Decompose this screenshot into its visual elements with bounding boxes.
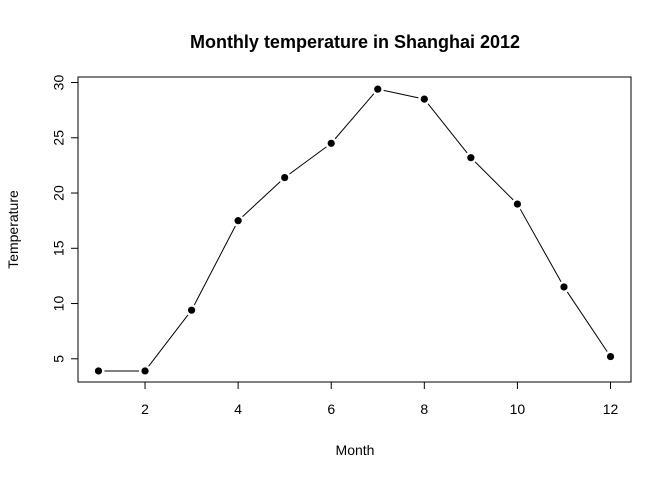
- y-tick-label: 10: [51, 296, 67, 312]
- x-tick-label: 6: [327, 401, 335, 417]
- x-tick-label: 2: [141, 401, 149, 417]
- series-line-segment: [289, 146, 327, 175]
- series-line-segment: [148, 314, 189, 367]
- data-point: [560, 283, 568, 291]
- series-line-segment: [427, 103, 468, 154]
- y-tick-label: 5: [51, 355, 67, 363]
- x-tick-label: 4: [234, 401, 242, 417]
- data-point: [234, 217, 242, 225]
- data-point: [420, 95, 428, 103]
- data-point: [187, 306, 196, 314]
- series-line-segment: [334, 93, 375, 140]
- series-line-segment: [519, 209, 562, 282]
- y-axis-title: Temperature: [5, 190, 21, 269]
- y-tick-label: 15: [51, 240, 67, 256]
- data-point: [513, 200, 522, 208]
- x-axis: 2 4 6 8 10 12: [141, 381, 619, 417]
- data-point: [141, 367, 149, 375]
- y-axis: 5 10 15 20 25 30: [51, 75, 79, 363]
- series-line-segment: [383, 89, 419, 99]
- x-tick-label: 8: [420, 401, 428, 417]
- y-tick-label: 20: [51, 185, 67, 201]
- data-point: [281, 173, 289, 182]
- plot-area: [77, 76, 632, 383]
- data-point: [467, 154, 475, 162]
- series-line-segment: [242, 181, 281, 217]
- x-tick-label: 10: [510, 401, 526, 417]
- data-point: [94, 367, 103, 375]
- x-tick-label: 12: [603, 401, 619, 417]
- series-layer: [94, 85, 615, 375]
- y-tick-label: 25: [51, 130, 67, 146]
- chart-title: Monthly temperature in Shanghai 2012: [190, 32, 520, 52]
- series-line-segment: [566, 291, 608, 352]
- y-tick-label: 30: [51, 75, 67, 91]
- data-point: [327, 139, 335, 147]
- series-line-segment: [474, 161, 514, 201]
- x-axis-title: Month: [336, 442, 375, 458]
- series-line-segment: [193, 225, 236, 306]
- data-point: [606, 352, 615, 361]
- data-point: [374, 85, 382, 93]
